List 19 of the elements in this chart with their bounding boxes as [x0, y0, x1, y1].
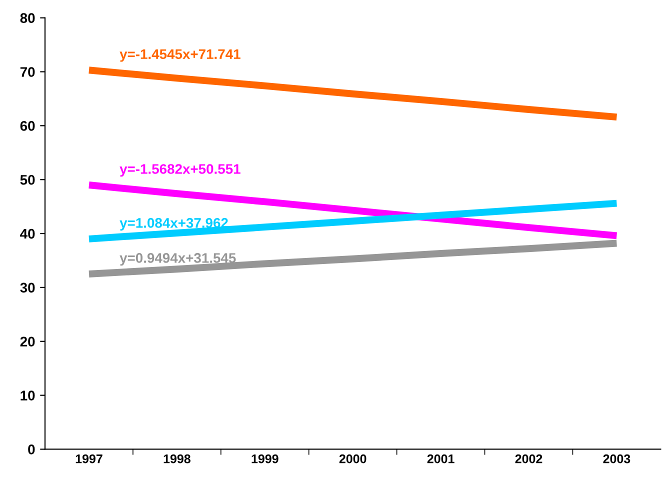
x-tick-label: 1999 — [252, 454, 278, 464]
y-tick-label: 0 — [28, 444, 35, 454]
x-tick-label: 1997 — [76, 454, 102, 464]
y-tick-label: 80 — [20, 13, 35, 24]
y-tick-label: 20 — [20, 336, 35, 347]
x-tick-label: 2000 — [339, 454, 366, 464]
annotation: y=-1.4545x+71.741 — [120, 49, 240, 62]
y-tick-label: 50 — [20, 174, 35, 185]
annotation: y=0.9494x+31.545 — [120, 253, 236, 266]
x-tick-label: 1998 — [164, 454, 190, 464]
y-tick-label: 60 — [20, 121, 35, 131]
annotation: y=-1.5682x+50.551 — [120, 164, 240, 177]
x-tick-label: 2001 — [427, 454, 454, 464]
x-tick-label: 2002 — [515, 454, 542, 464]
x-tick-label: 2003 — [603, 454, 630, 464]
y-tick-label: 40 — [20, 228, 35, 239]
y-tick-label: 10 — [20, 390, 35, 400]
y-tick-label: 70 — [20, 67, 35, 77]
y-tick-label: 30 — [20, 282, 35, 293]
